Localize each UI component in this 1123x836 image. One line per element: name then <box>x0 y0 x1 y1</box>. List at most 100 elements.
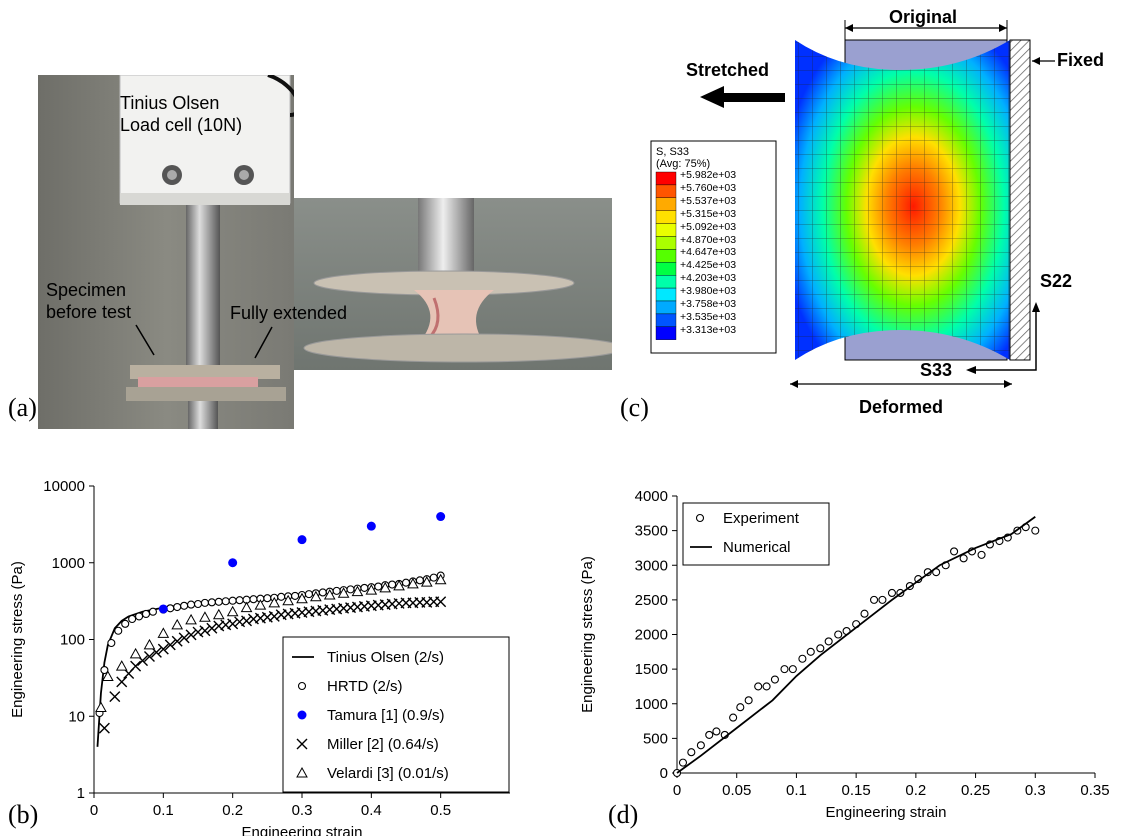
photo-a-inset <box>294 198 625 370</box>
data-point <box>100 665 109 675</box>
x-tick-label: 0.1 <box>786 782 807 799</box>
data-point <box>199 625 211 637</box>
x-tick-label: 0 <box>90 802 98 819</box>
data-point <box>109 691 121 703</box>
data-point <box>128 614 137 624</box>
legend-value: +4.203e+03 <box>680 272 737 285</box>
legend-value: +5.760e+03 <box>680 181 737 194</box>
data-point <box>678 758 688 767</box>
load-cell-label-1: Tinius Olsen <box>120 93 220 113</box>
data-point <box>171 618 184 630</box>
data-point <box>107 638 116 648</box>
data-point <box>185 613 197 625</box>
data-point <box>712 727 721 736</box>
y-tick-label: 10 <box>68 708 85 725</box>
legend-title-1: S, S33 <box>656 146 690 158</box>
data-point <box>235 596 244 605</box>
extended-pointer <box>254 326 273 359</box>
legend-values: +5.982e+03 +5.760e+03 +5.537e+03 +5.315e+03… <box>680 169 736 337</box>
legend-swatch <box>655 326 677 340</box>
data-point <box>744 696 753 705</box>
legend-value: +5.537e+03 <box>680 194 737 207</box>
x-tick-label: 0.5 <box>430 802 451 819</box>
data-point <box>187 600 196 609</box>
data-point <box>788 665 797 674</box>
data-point <box>762 682 771 691</box>
x-axis-label: Engineering strain <box>826 804 947 821</box>
s33-label: S33 <box>920 360 953 380</box>
extended-specimen-photo <box>294 198 625 370</box>
data-point <box>296 592 308 604</box>
fully-extended-label: Fully extended <box>230 303 348 323</box>
data-point <box>770 675 779 684</box>
x-axis-label: Engineering strain <box>242 824 363 836</box>
data-point <box>365 584 378 595</box>
legend-swatch <box>655 171 677 186</box>
data-point <box>148 607 157 616</box>
data-point <box>185 629 197 641</box>
x-tick-label: 0.3 <box>1025 782 1046 799</box>
legend-entry: Tamura [1] (0.9/s) <box>327 707 445 724</box>
tensile-test-photo <box>38 73 301 429</box>
fixed-label: Fixed <box>1057 50 1105 70</box>
x-tick-label: 0.15 <box>842 782 871 799</box>
data-point <box>114 626 123 635</box>
chart-legend <box>682 502 830 566</box>
data-point <box>374 582 383 591</box>
data-point <box>366 521 376 531</box>
data-point <box>388 580 397 589</box>
fixed-boundary <box>1009 39 1031 361</box>
data-point <box>227 618 239 630</box>
data-point <box>277 592 286 601</box>
stretch-arrow <box>720 93 785 102</box>
data-point <box>736 703 745 712</box>
data-point <box>282 594 294 606</box>
data-point <box>323 588 336 600</box>
y-tick-label: 2000 <box>635 627 668 644</box>
data-point <box>806 647 815 656</box>
x-tick-label: 0.25 <box>961 782 990 799</box>
data-point <box>228 558 238 568</box>
legend-value: +5.092e+03 <box>680 220 737 233</box>
deformed-label: Deformed <box>859 397 944 417</box>
x-tick-label: 0.05 <box>722 782 751 799</box>
specimen-label-2: before test <box>46 302 132 322</box>
legend-swatch <box>655 287 677 302</box>
x-tick-label: 0.3 <box>292 802 313 819</box>
legend-entry: Miller [2] (0.64/s) <box>327 736 439 753</box>
chart-d: 0 0.05 0.1 0.15 0.2 0.25 0.3 0.35 0 500 1000 1500 20… <box>579 488 1110 821</box>
data-point <box>241 615 253 627</box>
data-point <box>834 630 843 639</box>
panel-letter-d: (d) <box>608 800 639 829</box>
data-point <box>180 601 189 610</box>
data-point <box>436 512 446 522</box>
y-tick-label: 1000 <box>52 555 85 572</box>
data-point <box>207 598 216 607</box>
data-point <box>415 576 424 585</box>
y-axis-label: Engineering stress (Pa) <box>9 561 26 718</box>
data-point <box>332 586 341 595</box>
chart-legend <box>282 636 510 793</box>
data-point <box>166 604 175 613</box>
data-point <box>337 587 350 598</box>
data-point <box>429 573 438 582</box>
stretched-label: Stretched <box>686 60 770 80</box>
legend-entry: Experiment <box>723 510 800 527</box>
x-tick-label: 0.2 <box>905 782 926 799</box>
y-axis-label: Engineering stress (Pa) <box>579 556 596 713</box>
panel-letter-b: (b) <box>8 800 39 829</box>
data-point <box>705 730 714 739</box>
data-point <box>695 513 705 523</box>
legend-value: +4.425e+03 <box>680 259 737 272</box>
x-tick-label: 0.4 <box>361 802 382 819</box>
data-point <box>173 602 182 612</box>
legend-swatch <box>655 223 677 237</box>
data-point <box>164 639 176 651</box>
data-point <box>977 550 986 559</box>
data-point <box>220 619 232 631</box>
legend-swatch <box>655 197 677 211</box>
legend-value: +4.870e+03 <box>680 233 737 246</box>
data-point <box>158 604 168 614</box>
x-tick-label: 0.35 <box>1080 782 1109 799</box>
legend-swatch <box>655 184 677 198</box>
